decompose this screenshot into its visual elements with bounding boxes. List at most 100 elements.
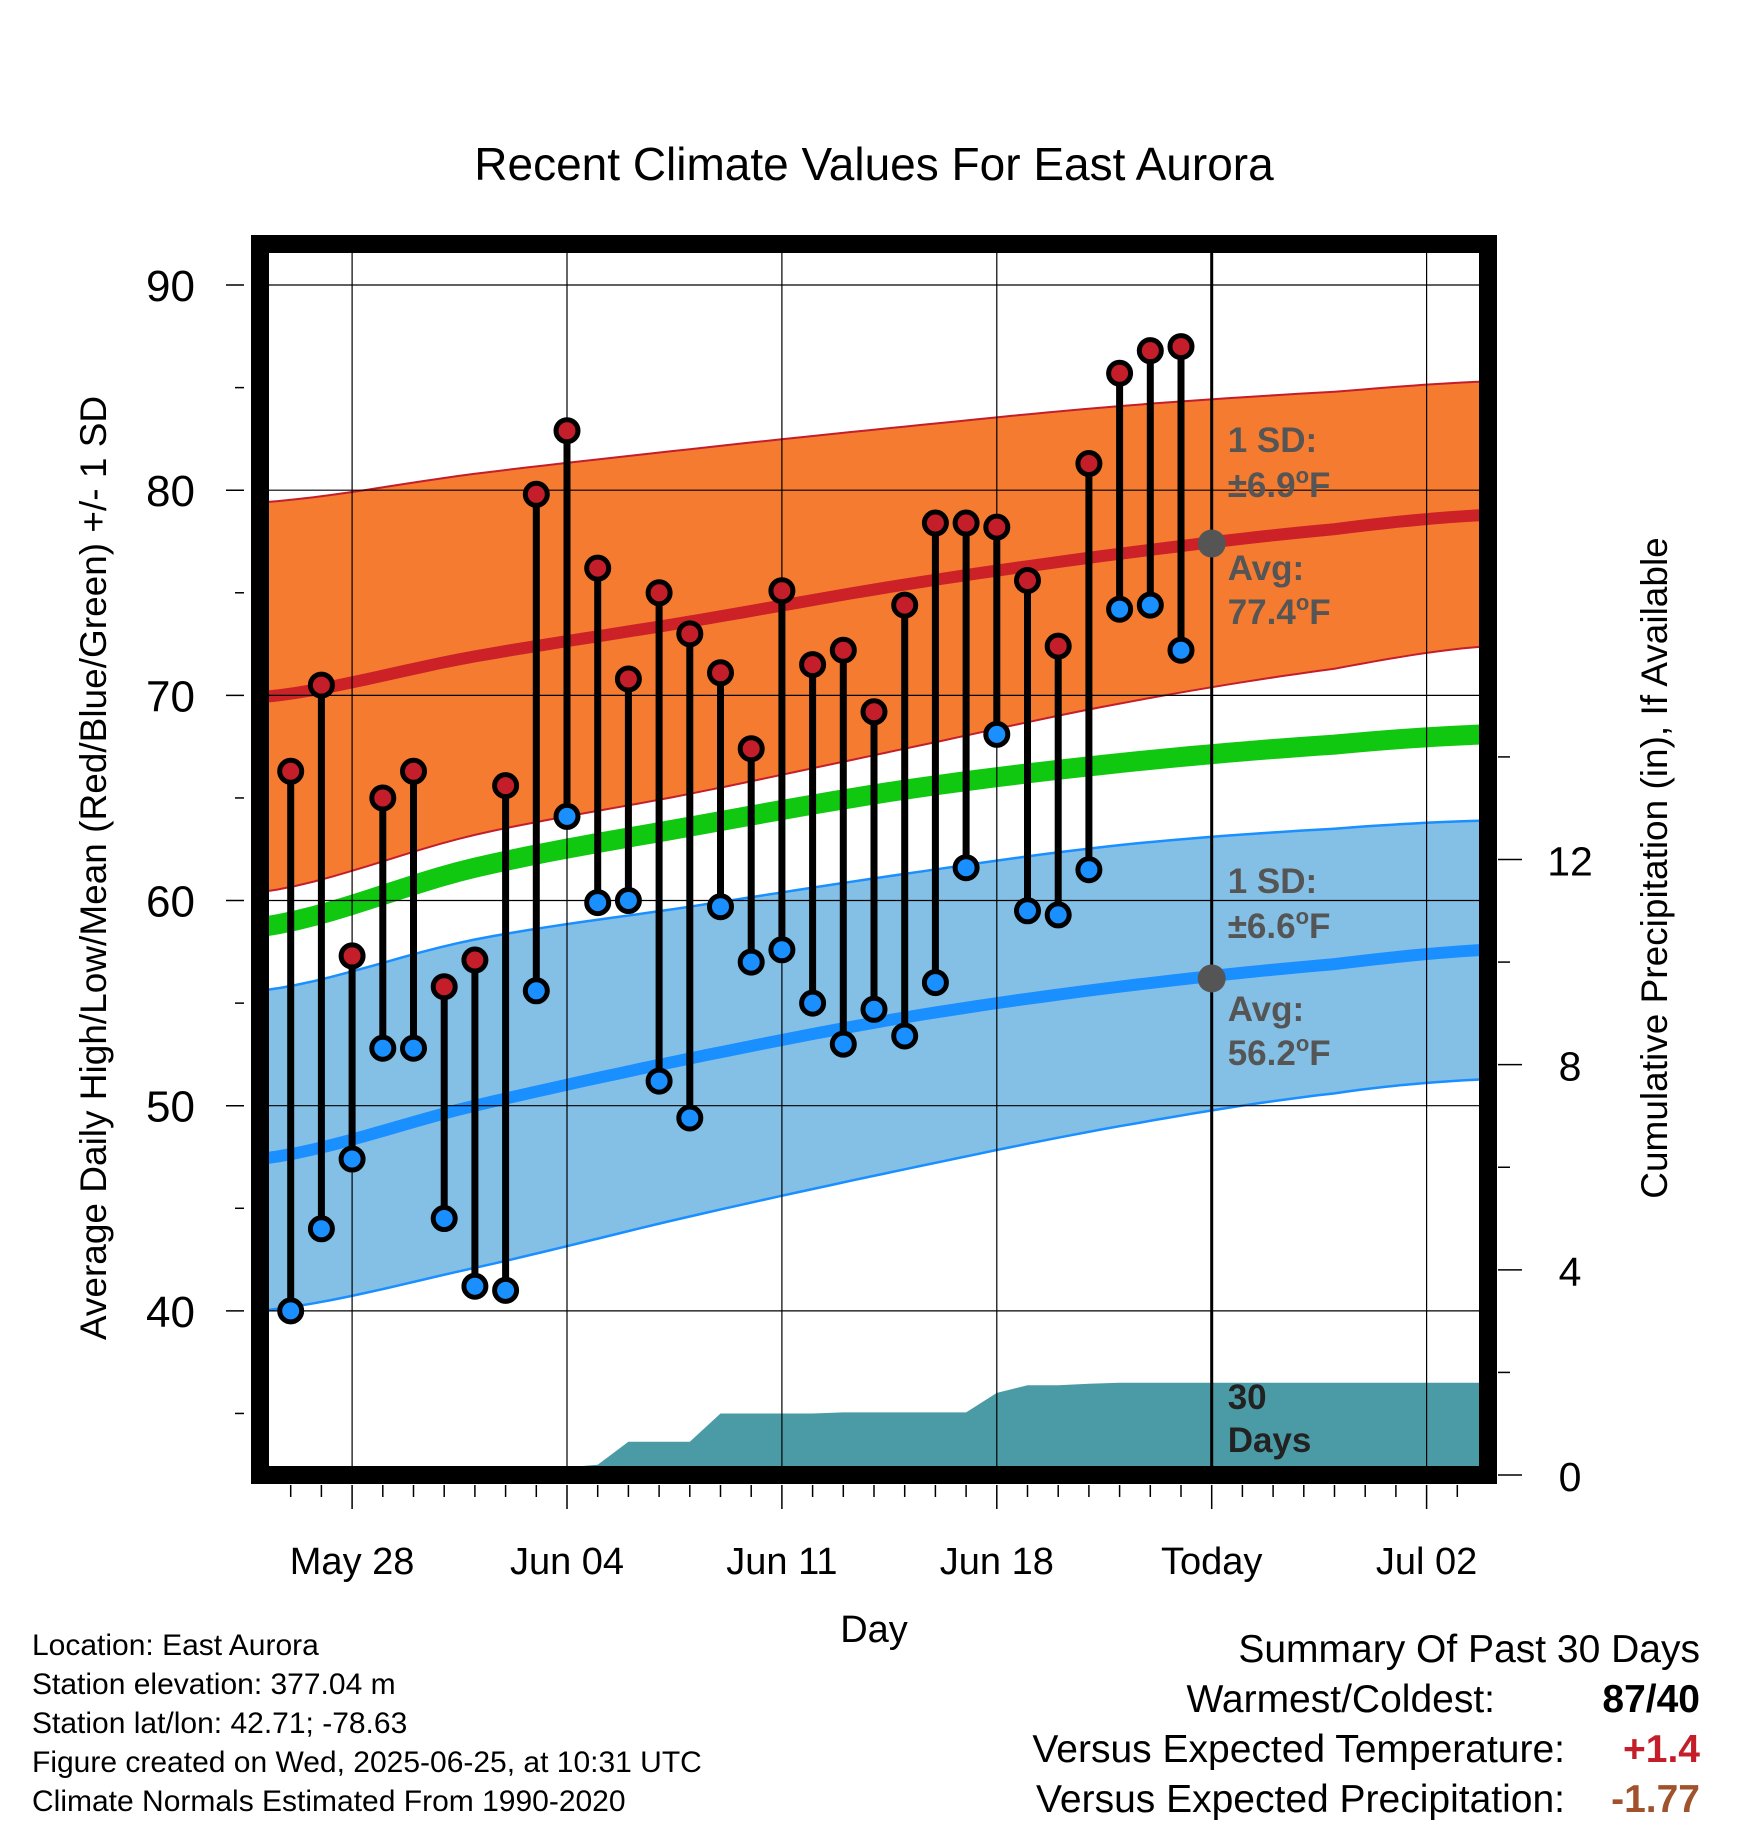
y-tick-label: 90 bbox=[146, 262, 195, 311]
high-point bbox=[492, 772, 520, 800]
low-point bbox=[1075, 856, 1103, 884]
y2-tick-label: 0 bbox=[1559, 1454, 1582, 1500]
high-avg-value: 77.4oF bbox=[1228, 590, 1331, 632]
days-label-text: Days bbox=[1228, 1421, 1312, 1460]
high-point bbox=[307, 671, 335, 699]
low-avg-value: 56.2oF bbox=[1228, 1031, 1331, 1073]
precip-value: -1.77 bbox=[1611, 1778, 1700, 1821]
x-tick-label: Jun 11 bbox=[726, 1541, 837, 1583]
summary-precip-row: Versus Expected Precipitation: -1.77 bbox=[1032, 1775, 1700, 1825]
y-tick-label: 60 bbox=[146, 878, 195, 927]
x-tick-label: May 28 bbox=[290, 1541, 415, 1583]
y-tick-label: 80 bbox=[146, 467, 195, 516]
high-sd-value: ±6.9oF bbox=[1228, 463, 1331, 505]
summary-warmest-row: Warmest/Coldest: 87/40 bbox=[1032, 1675, 1700, 1725]
latlon-text: Station lat/lon: 42.71; -78.63 bbox=[32, 1707, 408, 1740]
high-point bbox=[860, 698, 888, 726]
y-tick-label: 70 bbox=[146, 672, 195, 721]
today-high-avg-marker bbox=[1197, 529, 1226, 558]
high-point bbox=[400, 757, 427, 785]
high-point bbox=[891, 591, 919, 619]
y2-tick-label: 4 bbox=[1559, 1249, 1582, 1295]
high-point bbox=[1136, 337, 1164, 365]
y2-tick-label: 12 bbox=[1547, 839, 1593, 885]
low-point bbox=[430, 1205, 458, 1233]
high-point bbox=[522, 480, 550, 508]
high-point bbox=[369, 784, 397, 812]
high-upper-line bbox=[260, 380, 1488, 504]
high-point bbox=[829, 636, 857, 664]
temp-value: +1.4 bbox=[1623, 1728, 1700, 1771]
low-point bbox=[1136, 591, 1164, 619]
low-point bbox=[768, 936, 796, 964]
high-sd-label: 1 SD: bbox=[1228, 421, 1317, 460]
y2-tick-label: 8 bbox=[1559, 1044, 1582, 1090]
warmest-label: Warmest/Coldest: bbox=[1186, 1678, 1495, 1721]
low-point bbox=[277, 1297, 305, 1325]
high-avg-label: Avg: bbox=[1228, 549, 1304, 588]
low-point bbox=[645, 1067, 673, 1095]
low-point bbox=[829, 1030, 857, 1058]
low-point bbox=[1014, 897, 1041, 925]
high-point bbox=[584, 554, 612, 582]
high-point bbox=[768, 577, 796, 605]
high-point bbox=[952, 509, 980, 537]
low-point bbox=[584, 889, 612, 917]
high-point bbox=[338, 942, 366, 970]
chart-title: Recent Climate Values For East Aurora bbox=[474, 138, 1274, 190]
low-avg-label: Avg: bbox=[1228, 990, 1304, 1029]
high-point bbox=[737, 735, 765, 763]
low-point bbox=[400, 1034, 427, 1062]
warmest-value: 87/40 bbox=[1602, 1678, 1700, 1721]
high-point bbox=[430, 973, 458, 1001]
low-point bbox=[799, 989, 827, 1017]
precip-area bbox=[260, 1382, 1488, 1475]
low-sd-label: 1 SD: bbox=[1228, 862, 1317, 901]
high-point bbox=[921, 509, 949, 537]
high-point bbox=[707, 659, 734, 687]
y-tick-label: 50 bbox=[146, 1083, 195, 1132]
low-point bbox=[461, 1272, 489, 1300]
high-point bbox=[1106, 359, 1134, 387]
high-point bbox=[614, 665, 642, 693]
low-point bbox=[1106, 595, 1134, 623]
high-point bbox=[1167, 333, 1195, 361]
low-point bbox=[369, 1034, 397, 1062]
summary-panel: Summary Of Past 30 Days Warmest/Coldest:… bbox=[1032, 1625, 1700, 1825]
low-point bbox=[338, 1145, 366, 1173]
created-text: Figure created on Wed, 2025-06-25, at 10… bbox=[32, 1746, 702, 1779]
summary-temp-row: Versus Expected Temperature: +1.4 bbox=[1032, 1725, 1700, 1775]
precip-label: Versus Expected Precipitation: bbox=[1036, 1778, 1565, 1821]
low-point bbox=[891, 1022, 919, 1050]
x-tick-label: Jun 04 bbox=[510, 1541, 624, 1583]
low-point bbox=[614, 887, 642, 915]
y-axis-label: Average Daily High/Low/Mean (Red/Blue/Gr… bbox=[73, 396, 114, 1340]
high-point bbox=[676, 620, 704, 648]
high-point bbox=[461, 946, 489, 974]
high-point bbox=[983, 513, 1011, 541]
y-tick-label: 40 bbox=[146, 1288, 195, 1337]
high-point bbox=[1014, 566, 1041, 594]
y2-axis-label: Cumulative Precipitation (in), If Availa… bbox=[1634, 537, 1675, 1199]
today-low-avg-marker bbox=[1197, 964, 1226, 993]
normals-text: Climate Normals Estimated From 1990-2020 bbox=[32, 1785, 626, 1818]
low-point bbox=[983, 720, 1011, 748]
x-tick-label: Jul 02 bbox=[1376, 1541, 1477, 1583]
low-point bbox=[952, 854, 980, 882]
x-axis-label: Day bbox=[840, 1609, 908, 1651]
days-label-count: 30 bbox=[1228, 1378, 1267, 1417]
x-tick-label: Today bbox=[1161, 1541, 1262, 1583]
low-point bbox=[860, 995, 888, 1023]
low-point bbox=[921, 969, 949, 997]
elevation-text: Station elevation: 377.04 m bbox=[32, 1668, 396, 1701]
low-point bbox=[676, 1104, 704, 1132]
low-point bbox=[737, 948, 765, 976]
x-tick-label: Jun 18 bbox=[940, 1541, 1054, 1583]
temp-label: Versus Expected Temperature: bbox=[1032, 1728, 1565, 1771]
low-point bbox=[522, 977, 550, 1005]
high-point bbox=[645, 579, 673, 607]
high-point bbox=[1044, 632, 1072, 660]
location-text: Location: East Aurora bbox=[32, 1629, 319, 1662]
